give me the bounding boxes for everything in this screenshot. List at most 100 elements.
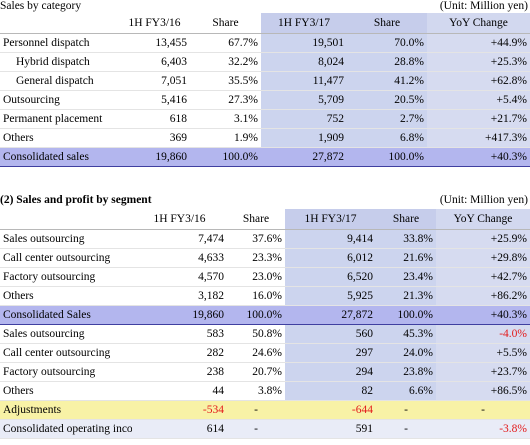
table-row: General dispatch 7,051 35.5% 11,477 41.2% +62… (0, 71, 530, 91)
share-1h-fy3-16: - (227, 419, 285, 439)
total-row: Consolidated Sales 19,860 100.0% 27,872 100.… (0, 305, 530, 325)
value-1h-fy3-16: 19,860 (132, 305, 227, 325)
value-1h-fy3-16: 369 (119, 128, 190, 148)
share-1h-fy3-17: 24.0% (376, 343, 436, 363)
table-row: Factory outsourcing 4,570 23.0% 6,520 23.4% +… (0, 267, 530, 287)
share-1h-fy3-17: 100.0% (376, 305, 436, 325)
share-1h-fy3-17: 2.7% (347, 109, 427, 129)
section1-unit: (Unit: Million yen) (439, 0, 528, 12)
share-1h-fy3-16: 3.8% (227, 381, 285, 401)
value-1h-fy3-16: 614 (132, 419, 227, 439)
yoy-change: - (436, 400, 530, 420)
table-header-row: 1H FY3/16 Share 1H FY3/17 Share YoY Chan… (0, 209, 530, 230)
section2-unit: (Unit: Million yen) (439, 194, 528, 206)
header-label (0, 209, 132, 230)
adjustments-row: Adjustments -534- -644- - (0, 400, 530, 420)
share-1h-fy3-16: 27.3% (190, 90, 261, 110)
value-1h-fy3-17: 6,520 (285, 267, 376, 287)
yoy-change: +5.4% (427, 90, 530, 110)
share-1h-fy3-16: 32.2% (190, 52, 261, 72)
share-1h-fy3-16: 50.8% (227, 324, 285, 344)
value-1h-fy3-17: 297 (285, 343, 376, 363)
value-1h-fy3-16: 7,051 (119, 71, 190, 91)
row-label: Hybrid dispatch (0, 52, 119, 72)
table-row: Others 44 3.8% 82 6.6% +86.5% (0, 381, 530, 401)
row-label: Factory outsourcing (0, 362, 132, 382)
share-1h-fy3-17: 6.8% (347, 128, 427, 148)
yoy-change: -4.0% (436, 324, 530, 344)
yoy-change: +29.8% (436, 248, 530, 268)
table-row: Outsourcing 5,416 27.3% 5,709 20.5% +5.4% (0, 90, 530, 110)
value-1h-fy3-17: 1,909 (261, 128, 347, 148)
yoy-change: +86.2% (436, 286, 530, 306)
header-share-17: Share (376, 209, 436, 230)
row-label: Factory outsourcing (0, 267, 132, 287)
header-share-16: Share (190, 13, 261, 34)
yoy-change: +25.9% (436, 229, 530, 249)
row-label: Consolidated Sales (0, 305, 132, 325)
value-1h-fy3-17: 27,872 (261, 147, 347, 167)
share-1h-fy3-16: 100.0% (227, 305, 285, 325)
share-1h-fy3-16: 3.1% (190, 109, 261, 129)
value-1h-fy3-16: 13,455 (119, 33, 190, 53)
yoy-change: +42.7% (436, 267, 530, 287)
value-1h-fy3-16: 7,474 (132, 229, 227, 249)
header-share-17: Share (347, 13, 427, 34)
share-1h-fy3-17: - (376, 400, 436, 420)
row-label: Adjustments (0, 400, 132, 420)
value-1h-fy3-16: 6,403 (119, 52, 190, 72)
value-1h-fy3-17: 82 (285, 381, 376, 401)
header-yoy-change: YoY Change (436, 209, 530, 230)
row-label: Others (0, 381, 132, 401)
share-1h-fy3-17: 41.2% (347, 71, 427, 91)
value-1h-fy3-17: 27,872 (285, 305, 376, 325)
table-row: Sales outsourcing 7,474 37.6% 9,414 33.8% +25… (0, 229, 530, 249)
share-1h-fy3-16: 23.0% (227, 267, 285, 287)
table-header-row: 1H FY3/16 Share 1H FY3/17 Share YoY Chan… (0, 13, 530, 34)
share-1h-fy3-17: 28.8% (347, 52, 427, 72)
yoy-change: +40.3% (427, 147, 530, 167)
value-1h-fy3-17: 5,925 (285, 286, 376, 306)
row-label: Others (0, 286, 132, 306)
table-row: Call center outsourcing 4,633 23.3% 6,012 21… (0, 248, 530, 268)
table-row: Personnel dispatch 13,455 67.7% 19,501 70.0%… (0, 33, 530, 53)
share-1h-fy3-16: 20.7% (227, 362, 285, 382)
table-row: Factory outsourcing 238 20.7% 294 23.8% +23.7… (0, 362, 530, 382)
share-1h-fy3-16: - (227, 400, 285, 420)
header-share-16: Share (227, 209, 285, 230)
value-1h-fy3-16: 44 (132, 381, 227, 401)
value-1h-fy3-17: 560 (285, 324, 376, 344)
header-1h-fy3-17: 1H FY3/17 (285, 209, 376, 230)
row-label: Permanent placement (0, 109, 119, 129)
yoy-change: +44.9% (427, 33, 530, 53)
header-yoy-change: YoY Change (427, 13, 530, 34)
value-1h-fy3-17: 11,477 (261, 71, 347, 91)
value-1h-fy3-17: 5,709 (261, 90, 347, 110)
value-1h-fy3-17: -644 (285, 400, 376, 420)
value-1h-fy3-16: 4,570 (132, 267, 227, 287)
share-1h-fy3-17: 33.8% (376, 229, 436, 249)
value-1h-fy3-16: 3,182 (132, 286, 227, 306)
yoy-change: +40.3% (436, 305, 530, 325)
share-1h-fy3-16: 37.6% (227, 229, 285, 249)
header-1h-fy3-17: 1H FY3/17 (261, 13, 347, 34)
table-row: Others 369 1.9% 1,909 6.8% +417.3% (0, 128, 530, 148)
section2-title: (2) Sales and profit by segment (0, 194, 152, 206)
row-label: Consolidated operating income (0, 419, 132, 439)
value-1h-fy3-16: 5,416 (119, 90, 190, 110)
operating-income-row: Consolidated operating income614-591--3.… (0, 419, 530, 439)
yoy-change: +5.5% (436, 343, 530, 363)
value-1h-fy3-17: 294 (285, 362, 376, 382)
row-label: General dispatch (0, 71, 119, 91)
header-label (0, 13, 119, 34)
share-1h-fy3-16: 16.0% (227, 286, 285, 306)
total-row: Consolidated sales 19,860 100.0% 27,872 100.… (0, 147, 530, 167)
value-1h-fy3-16: -534 (132, 400, 227, 420)
table-row: Permanent placement 618 3.1% 752 2.7% +21.7% (0, 109, 530, 129)
value-1h-fy3-16: 583 (132, 324, 227, 344)
row-label: Call center outsourcing (0, 248, 132, 268)
share-1h-fy3-16: 35.5% (190, 71, 261, 91)
row-label: Outsourcing (0, 90, 119, 110)
table-row: Hybrid dispatch 6,403 32.2% 8,024 28.8% +25.3… (0, 52, 530, 72)
